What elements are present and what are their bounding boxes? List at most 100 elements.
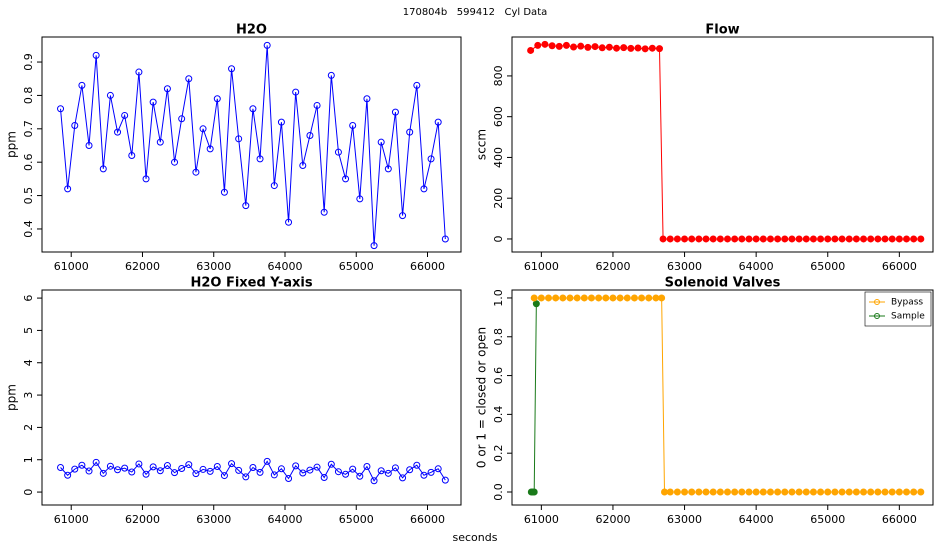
data-point bbox=[641, 45, 649, 53]
data-point bbox=[532, 300, 540, 308]
x-tick-label: 63000 bbox=[667, 513, 702, 526]
data-point bbox=[64, 185, 72, 193]
data-point bbox=[731, 235, 739, 243]
data-point bbox=[71, 121, 79, 129]
data-point bbox=[658, 294, 666, 302]
data-point bbox=[666, 235, 674, 243]
y-tick-label: 0.4 bbox=[22, 220, 35, 238]
data-point bbox=[299, 162, 307, 170]
x-tick-label: 64000 bbox=[267, 513, 302, 526]
data-point bbox=[434, 465, 442, 473]
data-point bbox=[759, 235, 767, 243]
y-tick-label: 1 bbox=[22, 456, 35, 463]
data-point bbox=[235, 466, 243, 474]
x-tick-label: 62000 bbox=[595, 513, 630, 526]
panel-title: Flow bbox=[705, 23, 739, 38]
x-tick-label: 61000 bbox=[54, 260, 89, 273]
x-tick-label: 64000 bbox=[739, 260, 774, 273]
panel: Flow sccm 61000 62000 63000 64000 65000 66000 0 2… bbox=[475, 23, 934, 273]
data-point bbox=[178, 464, 186, 472]
data-point bbox=[114, 128, 122, 136]
data-point bbox=[652, 294, 660, 302]
x-tick-label: 65000 bbox=[810, 513, 845, 526]
data-point bbox=[121, 111, 129, 119]
data-point bbox=[57, 463, 65, 471]
y-tick-label: 5 bbox=[22, 327, 35, 334]
x-tick-label: 61000 bbox=[524, 513, 559, 526]
data-point bbox=[888, 488, 896, 496]
data-point bbox=[78, 461, 86, 469]
data-point bbox=[292, 88, 300, 96]
data-point bbox=[384, 469, 392, 477]
data-point bbox=[852, 235, 860, 243]
data-point bbox=[399, 474, 407, 482]
panel-title: Solenoid Valves bbox=[665, 276, 781, 291]
data-point bbox=[163, 85, 171, 93]
data-point bbox=[881, 488, 889, 496]
data-point bbox=[306, 466, 314, 474]
data-point bbox=[566, 294, 574, 302]
data-point bbox=[285, 218, 293, 226]
data-point bbox=[623, 294, 631, 302]
data-point bbox=[334, 468, 342, 476]
x-tick-label: 64000 bbox=[739, 513, 774, 526]
series bbox=[527, 300, 540, 496]
data-point bbox=[552, 294, 560, 302]
y-tick-label: 0.8 bbox=[22, 87, 35, 105]
data-point bbox=[738, 235, 746, 243]
data-point bbox=[817, 488, 825, 496]
data-point bbox=[745, 488, 753, 496]
data-point bbox=[242, 202, 250, 210]
data-point bbox=[559, 294, 567, 302]
y-tick-label: 1.0 bbox=[492, 289, 505, 307]
data-point bbox=[766, 488, 774, 496]
data-point bbox=[399, 212, 407, 220]
data-point bbox=[802, 235, 810, 243]
y-tick-label: 0.4 bbox=[492, 406, 505, 424]
legend-label: Sample bbox=[891, 312, 925, 322]
data-point bbox=[655, 45, 663, 53]
x-tick-label: 61000 bbox=[524, 260, 559, 273]
data-point bbox=[349, 121, 357, 129]
y-tick-label: 0.8 bbox=[492, 328, 505, 346]
x-tick-label: 64000 bbox=[267, 260, 302, 273]
x-tick-label: 63000 bbox=[196, 513, 231, 526]
data-point bbox=[85, 142, 93, 150]
data-point bbox=[809, 235, 817, 243]
data-point bbox=[616, 294, 624, 302]
data-point bbox=[530, 294, 538, 302]
y-tick-label: 0.5 bbox=[22, 187, 35, 205]
x-tick-label: 63000 bbox=[667, 260, 702, 273]
data-point bbox=[867, 235, 875, 243]
data-point bbox=[867, 488, 875, 496]
y-tick-label: 4 bbox=[22, 359, 35, 366]
data-point bbox=[320, 208, 328, 216]
series bbox=[57, 457, 449, 485]
series bbox=[530, 294, 925, 496]
data-point bbox=[824, 235, 832, 243]
data-point bbox=[370, 477, 378, 485]
data-point bbox=[199, 125, 207, 133]
x-tick-label: 62000 bbox=[125, 513, 160, 526]
data-point bbox=[327, 71, 335, 79]
x-tick-label: 65000 bbox=[339, 513, 374, 526]
legend-marker bbox=[874, 299, 880, 305]
data-point bbox=[156, 467, 164, 475]
data-point bbox=[845, 235, 853, 243]
y-tick-label: 0.6 bbox=[22, 153, 35, 171]
data-point bbox=[673, 488, 681, 496]
data-point bbox=[292, 462, 300, 470]
data-point bbox=[580, 294, 588, 302]
data-point bbox=[537, 294, 545, 302]
data-point bbox=[121, 464, 129, 472]
data-point bbox=[285, 474, 293, 482]
data-point bbox=[142, 175, 150, 183]
y-axis-label: ppm bbox=[5, 384, 19, 411]
data-point bbox=[888, 235, 896, 243]
data-point bbox=[695, 235, 703, 243]
data-point bbox=[724, 235, 732, 243]
data-point bbox=[648, 44, 656, 52]
legend: Bypass Sample bbox=[864, 291, 932, 327]
data-point bbox=[320, 474, 328, 482]
